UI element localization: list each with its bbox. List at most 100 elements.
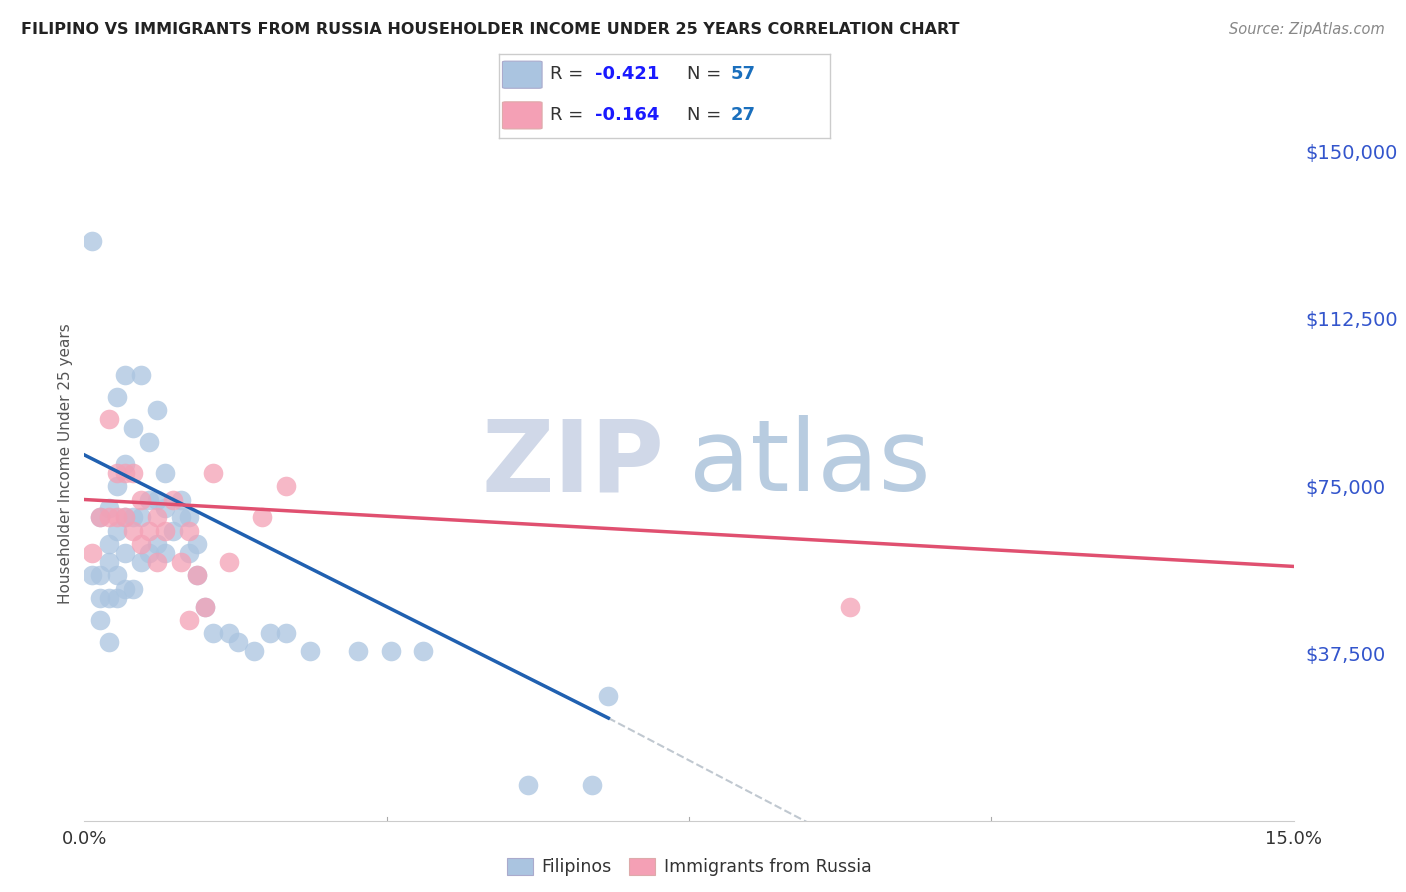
Point	[114, 466, 136, 480]
Point	[97, 635, 120, 649]
Point	[129, 510, 152, 524]
Point	[194, 599, 217, 614]
Point	[598, 689, 620, 703]
Point	[516, 778, 538, 792]
Point	[839, 599, 862, 614]
Point	[153, 466, 176, 480]
Point	[114, 457, 136, 471]
Point	[97, 555, 120, 569]
Point	[82, 546, 104, 560]
Point	[82, 234, 104, 248]
Point	[105, 568, 128, 582]
Point	[89, 591, 111, 605]
Point	[380, 644, 402, 658]
Point	[121, 582, 143, 596]
Point	[179, 546, 201, 560]
Point	[202, 626, 225, 640]
Point	[412, 644, 434, 658]
Point	[121, 524, 143, 538]
Point	[274, 626, 297, 640]
Point	[105, 591, 128, 605]
Text: Source: ZipAtlas.com: Source: ZipAtlas.com	[1229, 22, 1385, 37]
Point	[581, 778, 603, 792]
Legend: Filipinos, Immigrants from Russia: Filipinos, Immigrants from Russia	[499, 851, 879, 883]
Y-axis label: Householder Income Under 25 years: Householder Income Under 25 years	[58, 324, 73, 604]
Point	[114, 510, 136, 524]
Text: N =: N =	[688, 65, 727, 83]
Point	[129, 492, 152, 507]
Point	[186, 537, 208, 551]
FancyBboxPatch shape	[502, 102, 543, 129]
Point	[186, 568, 208, 582]
Point	[170, 555, 193, 569]
Point	[121, 421, 143, 435]
Text: FILIPINO VS IMMIGRANTS FROM RUSSIA HOUSEHOLDER INCOME UNDER 25 YEARS CORRELATION: FILIPINO VS IMMIGRANTS FROM RUSSIA HOUSE…	[21, 22, 959, 37]
Text: R =: R =	[550, 105, 589, 123]
Point	[97, 510, 120, 524]
Point	[105, 390, 128, 404]
Point	[179, 524, 201, 538]
Point	[129, 555, 152, 569]
Point	[114, 546, 136, 560]
Text: -0.164: -0.164	[595, 105, 659, 123]
Text: R =: R =	[550, 65, 589, 83]
Point	[129, 368, 152, 382]
Point	[138, 524, 160, 538]
Text: -0.421: -0.421	[595, 65, 659, 83]
Point	[121, 510, 143, 524]
Point	[179, 613, 201, 627]
Point	[105, 510, 128, 524]
Point	[97, 591, 120, 605]
Text: atlas: atlas	[689, 416, 931, 512]
Point	[202, 466, 225, 480]
Point	[153, 524, 176, 538]
Point	[114, 582, 136, 596]
Point	[105, 479, 128, 493]
Point	[129, 537, 152, 551]
Point	[105, 466, 128, 480]
Point	[259, 626, 281, 640]
Point	[179, 510, 201, 524]
Point	[146, 492, 169, 507]
Point	[170, 510, 193, 524]
Point	[226, 635, 249, 649]
Point	[89, 510, 111, 524]
Point	[97, 501, 120, 516]
Point	[97, 412, 120, 426]
Point	[146, 403, 169, 417]
Text: ZIP: ZIP	[482, 416, 665, 512]
Point	[218, 555, 240, 569]
Point	[114, 368, 136, 382]
Point	[146, 555, 169, 569]
Point	[153, 501, 176, 516]
Point	[347, 644, 370, 658]
Point	[138, 492, 160, 507]
Text: 57: 57	[731, 65, 755, 83]
Point	[162, 524, 184, 538]
Point	[186, 568, 208, 582]
Point	[89, 568, 111, 582]
Point	[146, 510, 169, 524]
Text: N =: N =	[688, 105, 727, 123]
Point	[194, 599, 217, 614]
Point	[299, 644, 322, 658]
Point	[146, 537, 169, 551]
Point	[274, 479, 297, 493]
Point	[170, 492, 193, 507]
Point	[138, 546, 160, 560]
Text: 27: 27	[731, 105, 755, 123]
Point	[242, 644, 264, 658]
Point	[121, 466, 143, 480]
Point	[218, 626, 240, 640]
FancyBboxPatch shape	[502, 62, 543, 88]
Point	[97, 537, 120, 551]
Point	[89, 613, 111, 627]
Point	[162, 492, 184, 507]
Point	[89, 510, 111, 524]
Point	[153, 546, 176, 560]
Point	[82, 568, 104, 582]
Point	[250, 510, 273, 524]
Point	[105, 524, 128, 538]
Point	[138, 434, 160, 449]
Point	[114, 510, 136, 524]
